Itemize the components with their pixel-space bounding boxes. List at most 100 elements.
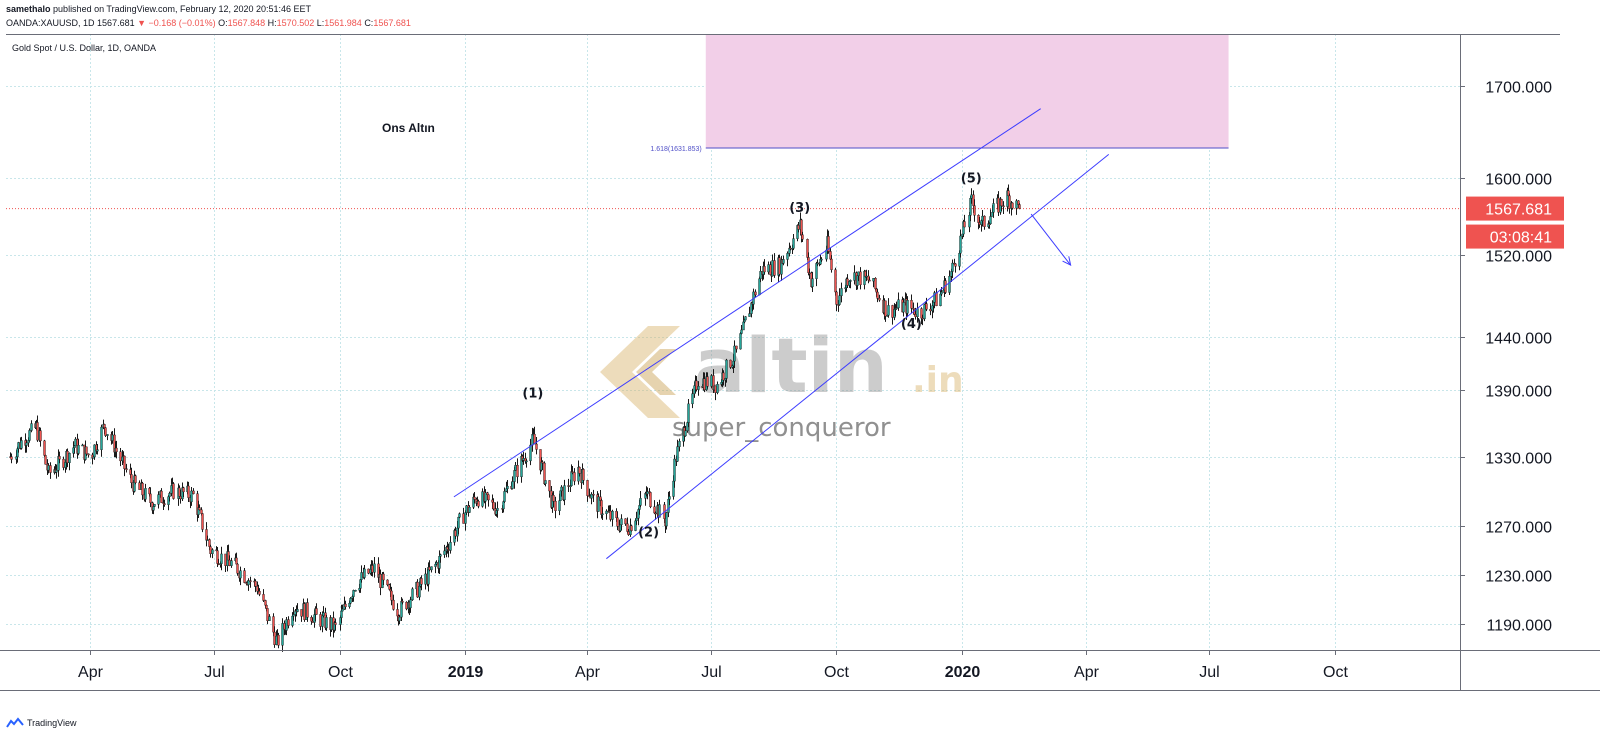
- candle-body: [211, 549, 214, 554]
- candle-body: [811, 278, 814, 287]
- candle-body: [443, 550, 446, 555]
- candle-body: [740, 329, 743, 334]
- chart-title: Gold Spot / U.S. Dollar, 1D, OANDA: [12, 43, 156, 53]
- candle-body: [878, 298, 881, 301]
- open-value: 1567.848: [227, 18, 266, 28]
- candle-body: [865, 275, 868, 278]
- candle-body: [725, 359, 728, 379]
- candle-body: [646, 491, 649, 495]
- low-label: L:: [316, 18, 325, 28]
- candle-body: [264, 600, 267, 606]
- candle-body: [458, 513, 461, 518]
- price-axis[interactable]: 1190.000 1230.000 1270.000 1330.000 1390.000…: [1460, 80, 1552, 635]
- candle-body: [630, 525, 633, 531]
- price-tick-label: 1440.000: [1485, 331, 1552, 348]
- candle-body: [449, 542, 452, 551]
- candle-body: [360, 572, 363, 580]
- candle-body: [220, 553, 223, 564]
- candle-body: [673, 458, 676, 482]
- candle-body: [209, 546, 212, 554]
- candle-body: [954, 263, 957, 267]
- candle-body: [228, 559, 231, 566]
- candle-body: [373, 563, 376, 573]
- candle-body: [62, 458, 65, 468]
- price-change: ▼ −0.168 (−0.01%): [137, 18, 216, 28]
- candle-body: [30, 423, 33, 431]
- channel-upper-line[interactable]: [453, 108, 1041, 498]
- candle-body: [691, 393, 694, 405]
- footer-brand[interactable]: TradingView: [27, 718, 77, 728]
- candle-body: [322, 612, 325, 617]
- candle-body: [17, 442, 20, 450]
- candle-body: [371, 565, 374, 573]
- candle-body: [759, 271, 762, 280]
- channel-lower-line[interactable]: [606, 154, 1110, 560]
- candle-body: [567, 485, 570, 487]
- candle-body: [473, 496, 476, 500]
- candle-body: [44, 455, 47, 465]
- time-axis[interactable]: Apr Jul Oct 2019 Apr Jul Oct 2020 Apr Jul Oct: [78, 650, 1349, 681]
- forecast-arrow[interactable]: [1030, 213, 1072, 266]
- candle-body: [428, 566, 431, 571]
- ohlc-line: OANDA:XAUUSD, 1D 1567.681 ▼ −0.168 (−0.0…: [6, 18, 411, 28]
- candle-body: [49, 465, 52, 473]
- wave-label: (5): [961, 172, 982, 187]
- candle-body: [277, 634, 280, 646]
- footer: TradingView: [6, 717, 77, 729]
- candle-body: [81, 444, 84, 447]
- candle-body: [940, 291, 943, 295]
- candle-body: [123, 455, 126, 469]
- candle-body: [379, 574, 382, 588]
- candle-body: [525, 460, 528, 463]
- time-tick-label: Oct: [1323, 664, 1348, 681]
- candle-body: [134, 475, 137, 483]
- candle-body: [983, 215, 986, 227]
- target-zone[interactable]: [705, 34, 1229, 149]
- wave-label: (2): [638, 526, 659, 541]
- candle-body: [571, 471, 574, 473]
- candle-body: [454, 530, 457, 537]
- candle-body: [605, 510, 608, 514]
- candle-body: [481, 491, 484, 507]
- candle-body: [262, 594, 265, 601]
- candle-body: [835, 291, 838, 305]
- candle-body: [733, 345, 736, 362]
- candle-body: [315, 608, 318, 615]
- candle-body: [28, 430, 31, 441]
- candle-body: [535, 443, 538, 450]
- candle-body: [104, 427, 107, 436]
- candle-body: [266, 608, 269, 621]
- candle-body: [735, 345, 738, 350]
- candle-body: [68, 452, 71, 463]
- candle-body: [25, 442, 28, 446]
- candle-body: [997, 197, 1000, 213]
- published-text: published on TradingView.com, February 1…: [53, 4, 312, 14]
- candle-body: [676, 446, 679, 462]
- publisher-name[interactable]: samethalo: [6, 4, 51, 14]
- candle-body: [306, 602, 309, 618]
- time-tick-label: Oct: [824, 664, 849, 681]
- countdown-value: 03:08:41: [1490, 230, 1552, 247]
- candle-body: [1015, 200, 1018, 209]
- candle-body: [929, 308, 932, 312]
- wave-label: (1): [522, 387, 543, 402]
- candle-body: [891, 305, 894, 318]
- candle-body: [20, 440, 23, 449]
- candle-body: [401, 601, 404, 603]
- wave-label: (4): [901, 317, 922, 332]
- wave-labels: (1) (2) (3) (4) (5): [522, 172, 981, 541]
- candle-body: [586, 480, 589, 496]
- candle-body: [992, 203, 995, 213]
- candle-body: [125, 468, 128, 470]
- watermark-logo-icon: [600, 326, 680, 418]
- annotation-text[interactable]: Ons Altın: [382, 121, 435, 135]
- candle-body: [55, 470, 58, 473]
- candle-body: [846, 278, 849, 286]
- candle-body: [77, 445, 80, 454]
- last-price-tag-value: 1567.681: [1485, 202, 1552, 219]
- candle-body: [382, 573, 385, 581]
- tradingview-logo-icon: [6, 717, 24, 728]
- candle-body: [43, 440, 46, 456]
- candle-body: [563, 485, 566, 501]
